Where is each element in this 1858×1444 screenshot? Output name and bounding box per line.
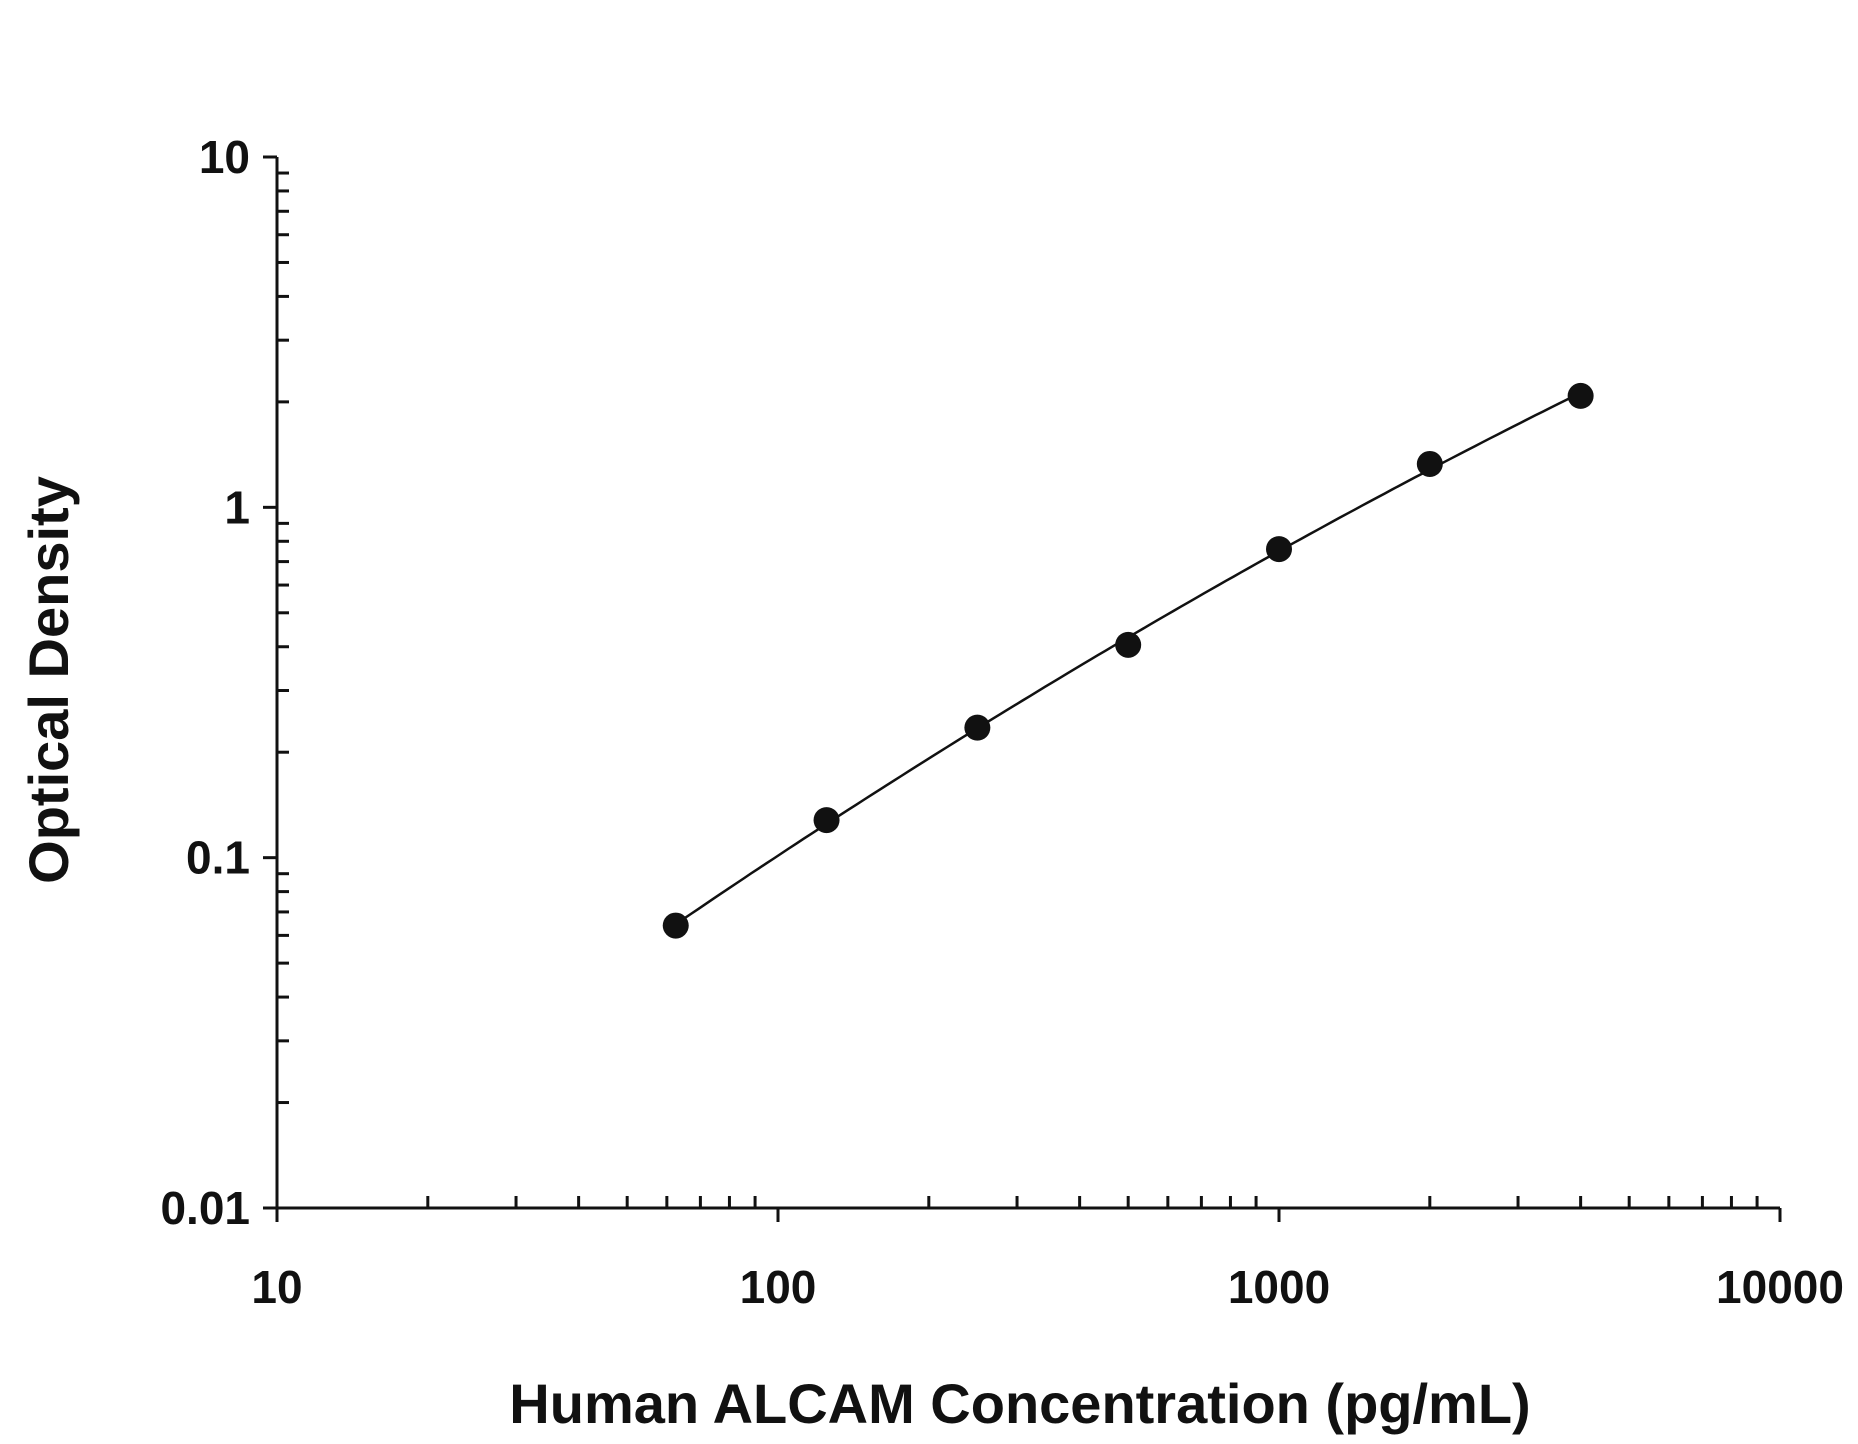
data-point: [1266, 536, 1292, 563]
data-points: [662, 382, 1594, 939]
data-point: [964, 714, 991, 741]
y-tick-label: 0.01: [160, 1182, 250, 1234]
data-point: [1416, 450, 1443, 477]
y-tick-label: 0.1: [186, 832, 250, 884]
y-tick-label: 1: [224, 481, 250, 533]
x-tick-label: 10000: [1716, 1261, 1844, 1313]
data-point: [1567, 382, 1594, 409]
tick-labels: 0.01 0.1 1 10 10 100 1000 10000: [160, 131, 1843, 1313]
y-axis-title: Optical Density: [17, 476, 80, 884]
x-tick-label: 10: [251, 1261, 302, 1313]
data-point: [813, 807, 840, 834]
data-point: [1115, 631, 1142, 658]
x-tick-label: 1000: [1228, 1261, 1330, 1313]
x-tick-label: 100: [740, 1261, 817, 1313]
x-axis-title: Human ALCAM Concentration (pg/mL): [509, 1372, 1530, 1435]
y-tick-label: 10: [199, 131, 250, 183]
fit-curve: [675, 391, 1582, 926]
axis-ticks: [263, 155, 1782, 1222]
data-point: [662, 912, 689, 939]
